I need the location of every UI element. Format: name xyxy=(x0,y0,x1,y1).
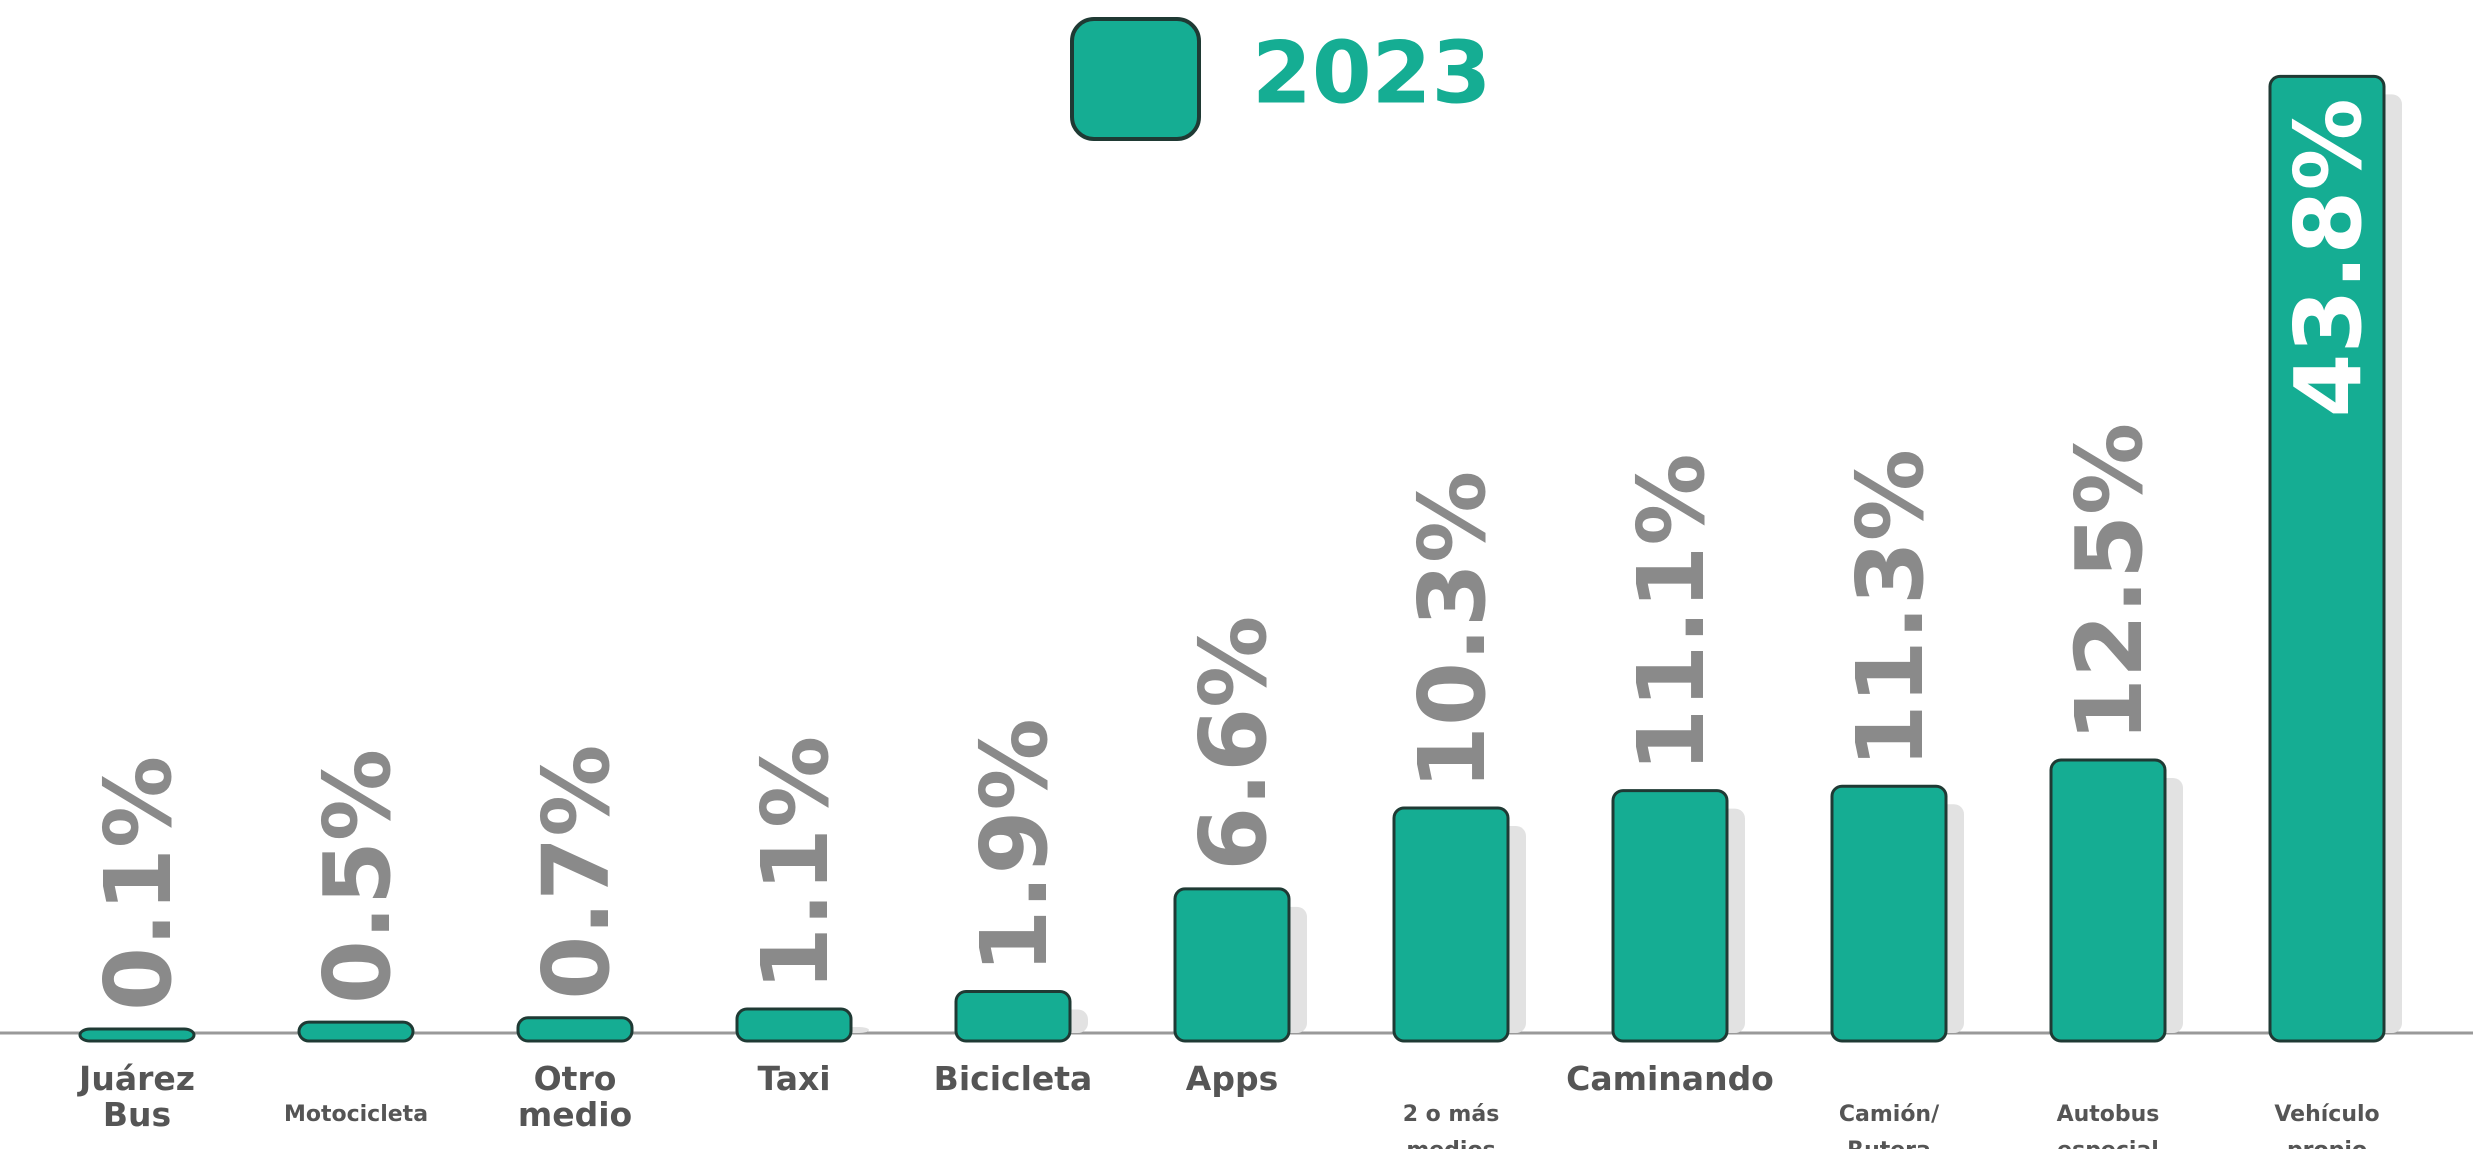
bar xyxy=(1830,784,1948,1043)
bar xyxy=(516,1016,634,1043)
value-label: 1.1% xyxy=(742,736,849,991)
value-label: 12.5% xyxy=(2056,423,2163,742)
x-tick-label: Otro medio xyxy=(517,1059,633,1134)
bar xyxy=(954,990,1072,1043)
value-label: 43.8% xyxy=(2275,98,2382,417)
x-tick-label: Caminando xyxy=(1566,1059,1774,1098)
legend-swatch xyxy=(1070,17,1201,141)
x-tick-label: Taxi xyxy=(757,1059,831,1098)
value-label: 1.9% xyxy=(961,718,1068,973)
value-label: 0.5% xyxy=(304,749,411,1004)
x-tick-label: Apps xyxy=(1185,1059,1279,1098)
x-tick-label: Autobus especial xyxy=(2056,1102,2160,1149)
value-label: 6.6% xyxy=(1180,616,1287,871)
x-tick-label: Motocicleta xyxy=(283,1102,429,1127)
bar xyxy=(2049,758,2167,1043)
value-label: 0.1% xyxy=(85,756,192,1011)
value-label: 0.7% xyxy=(523,745,630,1000)
x-tick-label: Bicicleta xyxy=(933,1059,1093,1098)
bar xyxy=(1173,887,1291,1043)
x-tick-label: Juárez Bus xyxy=(79,1059,195,1134)
value-label: 11.3% xyxy=(1837,449,1944,768)
value-label: 10.3% xyxy=(1399,471,1506,790)
bar xyxy=(1392,806,1510,1043)
legend-label: 2023 xyxy=(1252,23,1491,123)
bar xyxy=(2268,74,2386,1043)
x-tick-label: Camión/ Rutera xyxy=(1838,1102,1940,1149)
bar xyxy=(78,1027,196,1043)
bar xyxy=(1611,789,1729,1043)
x-tick-label: Vehículo propio xyxy=(2274,1102,2380,1149)
x-tick-label: 2 o más medios xyxy=(1402,1102,1500,1149)
value-label: 11.1% xyxy=(1618,453,1725,772)
bar xyxy=(735,1007,853,1043)
bar xyxy=(297,1020,415,1043)
